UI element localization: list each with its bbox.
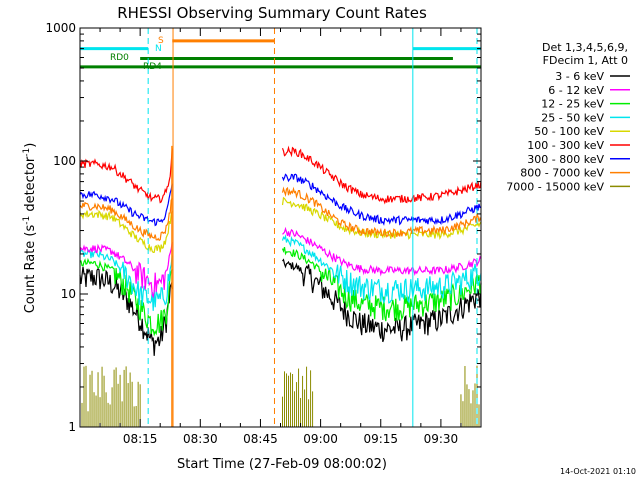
legend-header-2: FDecim 1, Att 0 [543,54,628,67]
series-line-6-segment-2 [281,173,482,226]
series-line-0-segment-1 [79,266,173,356]
legend-label: 100 - 300 keV [527,139,604,152]
x-tick-label: 09:15 [363,432,398,446]
y-tick-label: 100 [53,154,76,168]
y-axis-label: Count Rate (s-1 detector-1) [22,143,38,314]
footer-date: 14-Oct-2021 01:10 [560,467,636,476]
annotation-n: N [155,44,162,54]
x-tick-label: 08:45 [243,432,278,446]
x-tick-label: 09:30 [424,432,459,446]
y-tick-label: 1 [68,420,76,434]
legend-header-1: Det 1,3,4,5,6,9, [542,41,628,54]
legend-label: 300 - 800 keV [527,153,604,166]
series-line-6-segment-1 [79,183,173,227]
legend-label: 7000 - 15000 keV [506,180,604,193]
y-tick-label: 10 [61,287,76,301]
series-line-0-segment-2 [282,258,482,343]
x-tick-label: 09:00 [303,432,338,446]
annotation-s: S [158,36,164,46]
series-line-7-segment-2 [281,186,482,238]
series-line-1-segment-2 [282,226,482,277]
series-line-7-segment-1 [79,197,173,242]
x-tick-label: 08:30 [183,432,218,446]
y-tick-label: 1000 [45,21,76,35]
series-line-5-segment-2 [281,145,482,205]
legend-label: 25 - 50 keV [541,111,604,124]
legend: Det 1,3,4,5,6,9, FDecim 1, Att 0 3 - 6 k… [506,41,630,193]
axis-ticks: 08:15 08:30 08:45 09:00 09:15 09:30 1 10 100 1000 [45,21,481,446]
x-tick-label: 08:15 [123,432,158,446]
series-line-2-segment-2 [281,246,482,322]
annotation-rd4: RD4 [143,62,162,72]
series-line-4-segment-1 [79,209,173,254]
legend-label: 800 - 7000 keV [520,167,604,180]
vertical-markers [147,28,478,427]
series-line-3-segment-2 [281,234,482,305]
legend-label: 3 - 6 keV [555,70,604,83]
flag-bars [80,39,481,69]
plot-area [79,145,482,427]
x-axis-label: Start Time (27-Feb-09 08:00:02) [177,457,387,472]
series-line-1-segment-1 [79,242,173,299]
legend-label: 6 - 12 keV [548,84,604,97]
legend-label: 50 - 100 keV [534,125,604,138]
chart-title: RHESSI Observing Summary Count Rates [117,4,427,22]
annotation-rd0: RD0 [110,53,129,63]
legend-label: 12 - 25 keV [541,98,604,111]
series-line-5-segment-1 [79,148,173,204]
